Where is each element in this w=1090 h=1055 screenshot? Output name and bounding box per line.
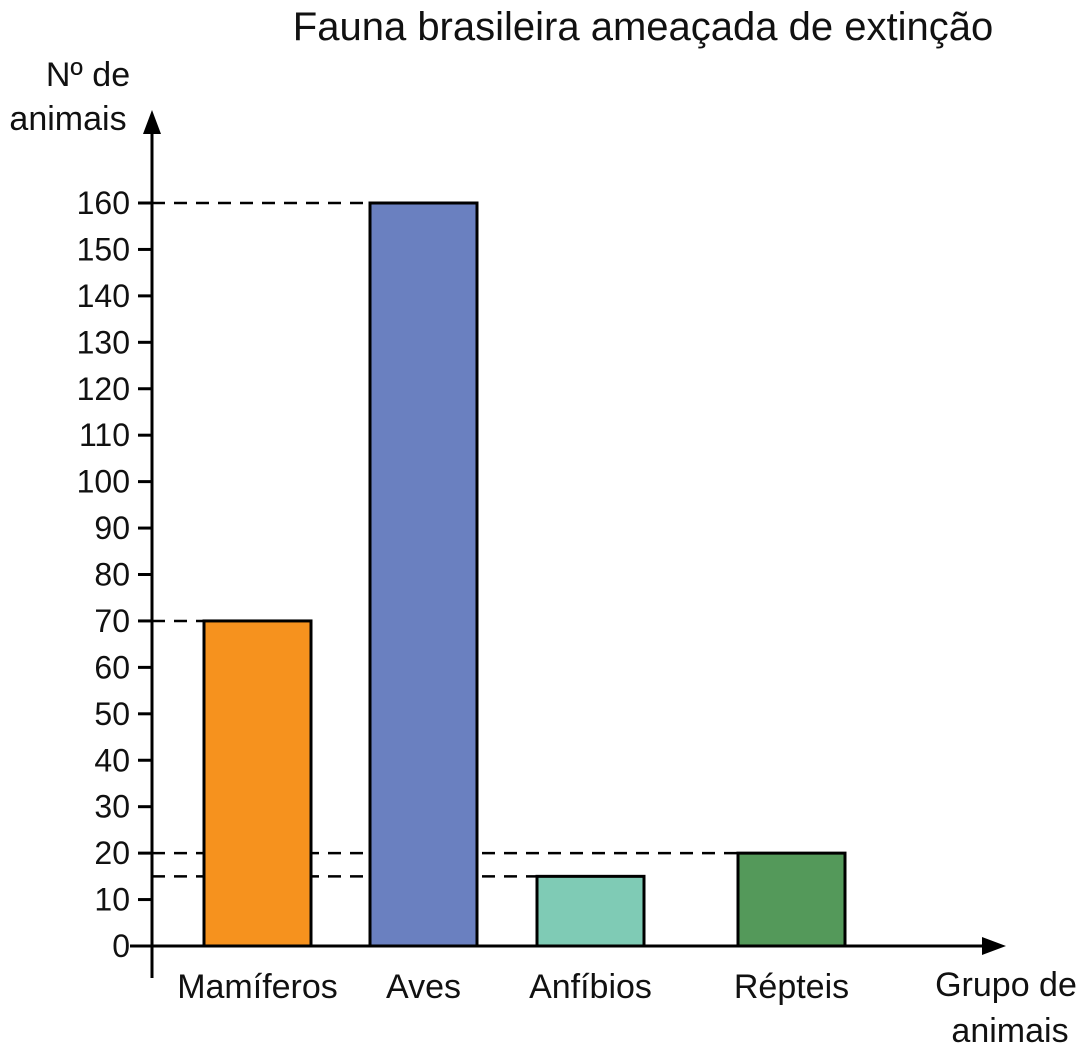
y-tick-label-14: 140 [77, 278, 130, 314]
y-tick-label-9: 90 [94, 510, 130, 546]
y-tick-label-8: 80 [94, 557, 130, 593]
x-axis-label-line-2: animais [951, 1012, 1068, 1050]
y-tick-label-2: 20 [94, 835, 130, 871]
y-axis-label-line-1: Nº de [46, 56, 130, 94]
y-tick-label-4: 40 [94, 742, 130, 778]
y-tick-label-7: 70 [94, 603, 130, 639]
y-tick-label-16: 160 [77, 185, 130, 221]
bar-0 [202, 619, 313, 948]
category-labels: Mamíferos Aves Anfíbios Répteis [177, 968, 849, 1006]
category-label-3: Répteis [734, 968, 849, 1006]
bar-1 [368, 201, 479, 948]
y-tick-label-12: 120 [77, 371, 130, 407]
y-tick-label-13: 130 [77, 324, 130, 360]
y-tick-label-3: 30 [94, 789, 130, 825]
y-tick-label-11: 110 [79, 417, 130, 453]
y-tick-label-6: 60 [94, 649, 130, 685]
x-axis-label-line-1: Grupo de [935, 966, 1077, 1004]
chart-title: Fauna brasileira ameaçada de extinção [293, 5, 993, 49]
y-tick-label-5: 50 [94, 696, 130, 732]
y-ticks: 0 10 20 30 40 50 60 70 80 90 100 110 120 130 140 150 160 [77, 185, 152, 964]
y-tick-label-15: 150 [77, 231, 130, 267]
bar-2 [535, 874, 646, 948]
category-label-1: Aves [386, 968, 461, 1006]
bar-3 [736, 851, 847, 948]
y-tick-label-10: 100 [77, 464, 130, 500]
category-label-0: Mamíferos [177, 968, 338, 1006]
y-tick-label-1: 10 [94, 882, 130, 918]
y-tick-label-0: 0 [112, 928, 130, 964]
y-axis-label-line-2: animais [9, 100, 126, 138]
x-axis-arrow [982, 937, 1006, 955]
bars [202, 201, 847, 948]
category-label-2: Anfíbios [529, 968, 652, 1006]
y-axis-arrow [143, 110, 161, 134]
